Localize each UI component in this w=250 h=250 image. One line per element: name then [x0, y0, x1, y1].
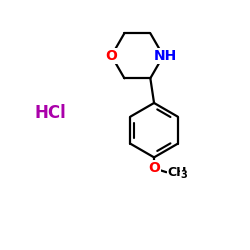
Text: CH: CH: [168, 166, 187, 179]
Text: O: O: [106, 49, 117, 63]
Text: O: O: [148, 161, 160, 175]
Text: 3: 3: [180, 170, 187, 180]
Text: NH: NH: [154, 49, 178, 63]
Text: HCl: HCl: [35, 104, 67, 122]
